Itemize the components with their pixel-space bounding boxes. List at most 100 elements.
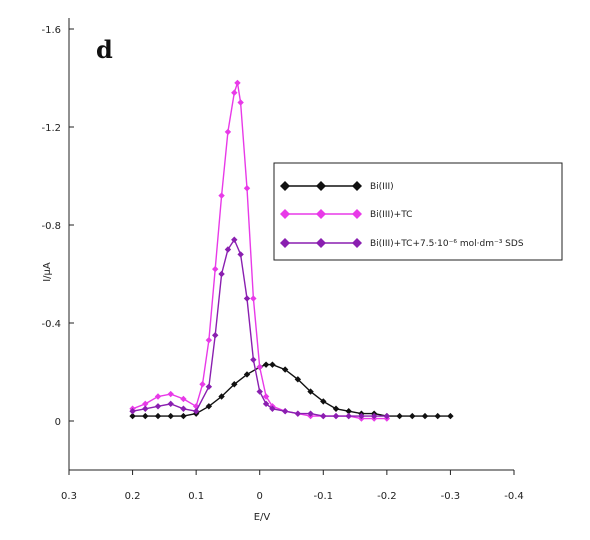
data-point: [212, 332, 219, 339]
data-point: [256, 363, 263, 371]
data-point: [180, 412, 187, 420]
x-axis-title: E/V: [254, 512, 271, 523]
data-point: [224, 246, 232, 253]
x-tick-label: 0.2: [125, 491, 141, 502]
data-point: [192, 403, 200, 410]
x-tick-label: -0.3: [441, 491, 461, 502]
axes: 0 -0.4 -0.8 -1.2 -1.6 0.3 0.2 0.1 0 -0.1 -0.2 -0.3 -…: [41, 18, 524, 502]
x-tick-label: -0.1: [314, 491, 334, 502]
data-point: [447, 412, 454, 420]
data-point: [281, 366, 289, 373]
data-point: [142, 412, 149, 420]
data-point: [294, 410, 302, 417]
y-tick-label: 0: [55, 417, 61, 428]
legend-marker: [316, 181, 326, 191]
data-point: [142, 405, 149, 412]
x-tick-label: 0.1: [188, 491, 204, 502]
data-point: [231, 381, 238, 388]
data-point: [154, 403, 162, 410]
data-point: [332, 412, 340, 420]
series-1: [129, 361, 454, 420]
data-point: [129, 412, 136, 420]
data-point: [234, 79, 241, 87]
series-layer: [129, 79, 454, 422]
legend-marker: [280, 238, 290, 248]
data-point: [269, 405, 276, 412]
legend-entry-1: Bi(III): [280, 181, 394, 192]
legend-marker: [352, 209, 362, 219]
data-point: [307, 388, 314, 395]
x-tick-label: -0.4: [504, 491, 524, 502]
data-point: [167, 390, 174, 398]
legend-entry-3: Bi(III)+TC+7.5·10⁻⁶ mol·dm⁻³ SDS: [280, 238, 524, 249]
data-point: [370, 412, 378, 420]
data-point: [320, 398, 327, 405]
y-tick-label: -1.6: [41, 25, 61, 36]
data-point: [180, 395, 187, 403]
data-point: [218, 270, 225, 278]
data-point: [409, 412, 416, 420]
y-axis-title: I/μA: [42, 262, 53, 282]
legend-marker: [316, 238, 326, 248]
data-point: [434, 412, 441, 420]
legend-marker: [280, 209, 290, 219]
data-point: [243, 371, 251, 378]
series-line: [132, 363, 451, 417]
data-point: [243, 185, 251, 192]
data-point: [212, 265, 219, 273]
data-point: [383, 412, 391, 420]
data-point: [167, 412, 174, 420]
data-point: [205, 403, 213, 410]
data-point: [262, 361, 270, 368]
data-point: [421, 412, 429, 420]
series-3: [129, 236, 391, 420]
y-tick-label: -0.4: [41, 319, 61, 330]
data-point: [192, 408, 200, 415]
data-point: [129, 408, 136, 415]
x-tick-label: -0.2: [377, 491, 397, 502]
data-point: [142, 400, 149, 408]
data-point: [250, 295, 257, 302]
data-point: [281, 408, 289, 415]
data-point: [231, 89, 238, 96]
data-point: [218, 192, 225, 199]
data-point: [358, 412, 365, 420]
data-point: [262, 393, 270, 400]
data-point: [154, 393, 162, 400]
data-point: [345, 412, 352, 420]
data-point: [345, 408, 352, 415]
data-point: [218, 393, 225, 400]
x-tick-label: 0: [257, 491, 263, 502]
data-point: [237, 99, 244, 106]
data-point: [269, 361, 276, 368]
legend-label: Bi(III)+TC: [370, 210, 412, 220]
data-point: [180, 405, 187, 412]
data-point: [262, 400, 270, 408]
data-point: [205, 383, 213, 390]
data-point: [237, 251, 244, 258]
data-point: [154, 412, 162, 420]
legend-marker: [280, 181, 290, 191]
data-point: [205, 336, 213, 344]
legend-marker: [352, 181, 362, 191]
data-point: [167, 400, 174, 408]
data-point: [320, 412, 327, 420]
x-tick-label: 0.3: [61, 491, 77, 502]
data-point: [396, 412, 403, 420]
legend-marker: [352, 238, 362, 248]
data-point: [332, 405, 340, 412]
panel-label: d: [96, 35, 113, 64]
legend-label: Bi(III): [370, 182, 394, 192]
legend: Bi(III) Bi(III)+TC Bi(III)+TC+7.5·10⁻⁶ mol…: [273, 162, 563, 261]
data-point: [250, 356, 257, 363]
data-point: [224, 128, 232, 136]
data-point: [243, 295, 251, 302]
data-point: [231, 236, 238, 243]
data-point: [256, 388, 263, 395]
y-tick-label: -0.8: [41, 221, 61, 232]
legend-marker: [316, 209, 326, 219]
y-tick-label: -1.2: [41, 123, 61, 134]
legend-entry-2: Bi(III)+TC: [280, 209, 412, 220]
